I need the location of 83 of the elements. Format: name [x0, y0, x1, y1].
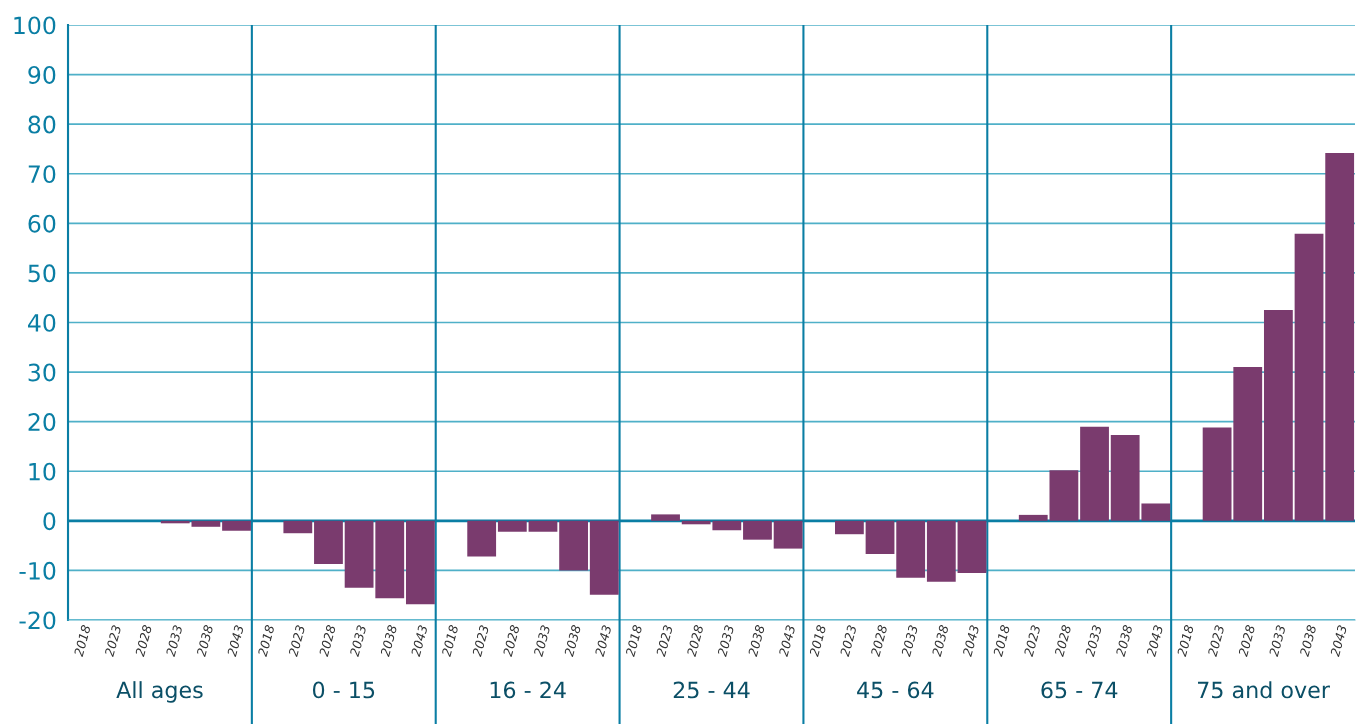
bar [865, 520, 895, 555]
x-tick-label: 2023 [288, 624, 306, 658]
bar [314, 520, 343, 564]
x-tick-label: 2028 [318, 624, 336, 658]
x-tick-label: 2043 [226, 624, 244, 658]
x-tick-label: 2038 [747, 624, 765, 658]
x-tick-label: 2023 [471, 624, 490, 658]
x-tick-label: 2023 [1207, 624, 1225, 658]
bar [1263, 310, 1293, 521]
x-tick-label: 2018 [73, 624, 91, 658]
text: 25 - 44 [673, 681, 750, 699]
x-tick-label: 2033 [165, 624, 183, 658]
text: 0 - 15 [312, 681, 375, 699]
text: All ages [116, 681, 203, 703]
x-tick-label: 2043 [962, 624, 980, 658]
y-tick-label: 10 [29, 462, 56, 481]
bar [773, 520, 803, 549]
x-tick-label: 2038 [196, 624, 214, 658]
x-tick-label: 2018 [1176, 624, 1194, 658]
y-tick-label: 90 [28, 66, 56, 84]
bar [497, 520, 527, 532]
bar [467, 520, 497, 557]
x-tick-label: 2033 [900, 624, 919, 658]
x-tick-label: 2018 [257, 624, 275, 658]
x-tick-label: 2038 [1115, 624, 1133, 658]
x-tick-label: 2033 [1268, 624, 1286, 658]
x-tick-label: 2028 [686, 624, 704, 658]
bar [222, 520, 251, 531]
x-tick-label: 2043 [1146, 624, 1164, 658]
x-tick-label: 2028 [134, 624, 153, 658]
x-tick-label: 2018 [441, 624, 459, 658]
x-tick-label: 2038 [563, 624, 582, 658]
x-tick-label: 2028 [1054, 624, 1072, 658]
x-tick-label: 2043 [410, 624, 428, 658]
x-tick-label: 2033 [349, 624, 367, 658]
bar [1325, 152, 1355, 521]
bar [528, 520, 558, 532]
bar [834, 520, 864, 535]
bar [1080, 426, 1109, 521]
y-tick-label: -20 [19, 611, 56, 630]
y-tick-label: 30 [28, 363, 56, 382]
bar [589, 520, 619, 595]
x-tick-label: 2043 [594, 624, 612, 658]
y-tick-label: 100 [14, 16, 56, 35]
x-tick-label: 2023 [1023, 624, 1041, 658]
bar [283, 520, 313, 534]
x-tick-label: 2043 [1329, 624, 1348, 658]
y-tick-label: 60 [28, 214, 56, 233]
bar [743, 520, 772, 540]
x-tick-label: 2033 [1084, 624, 1102, 658]
x-tick-label: 2023 [839, 624, 857, 658]
x-tick-label: 2018 [625, 624, 643, 658]
x-tick-label: 2038 [380, 624, 398, 658]
text: 75 and over [1198, 681, 1330, 699]
x-tick-label: 2018 [992, 624, 1011, 658]
y-tick-label: 0 [43, 512, 56, 531]
x-tick-label: 2028 [870, 624, 888, 658]
bar [405, 520, 435, 605]
x-tick-label: 2028 [1238, 624, 1256, 658]
x-tick-label: 2028 [502, 624, 520, 658]
bar [957, 520, 987, 573]
x-tick-label: 2033 [717, 624, 735, 658]
x-tick-label: 2043 [778, 624, 796, 658]
x-tick-label: 2023 [104, 624, 122, 658]
y-tick-label: 50 [28, 264, 56, 283]
y-tick-label: 20 [28, 413, 56, 431]
bar [651, 514, 680, 521]
bar [1294, 233, 1324, 521]
x-tick-label: 2033 [533, 624, 551, 658]
bar [896, 520, 926, 578]
x-tick-label: 2023 [655, 624, 673, 658]
y-tick-label: 40 [28, 313, 56, 332]
text: 65 - 74 [1041, 681, 1118, 699]
bar [926, 520, 956, 582]
y-tick-label: 70 [28, 165, 56, 184]
y-tick-label: -10 [19, 561, 56, 580]
y-tick-label: 80 [28, 115, 56, 134]
text: 45 - 64 [857, 681, 934, 699]
bar [559, 520, 589, 571]
x-tick-label: 2018 [809, 624, 827, 658]
x-tick-label: 2038 [1299, 624, 1317, 658]
x-tick-label: 2038 [931, 624, 949, 658]
text: 16 - 24 [490, 681, 566, 699]
